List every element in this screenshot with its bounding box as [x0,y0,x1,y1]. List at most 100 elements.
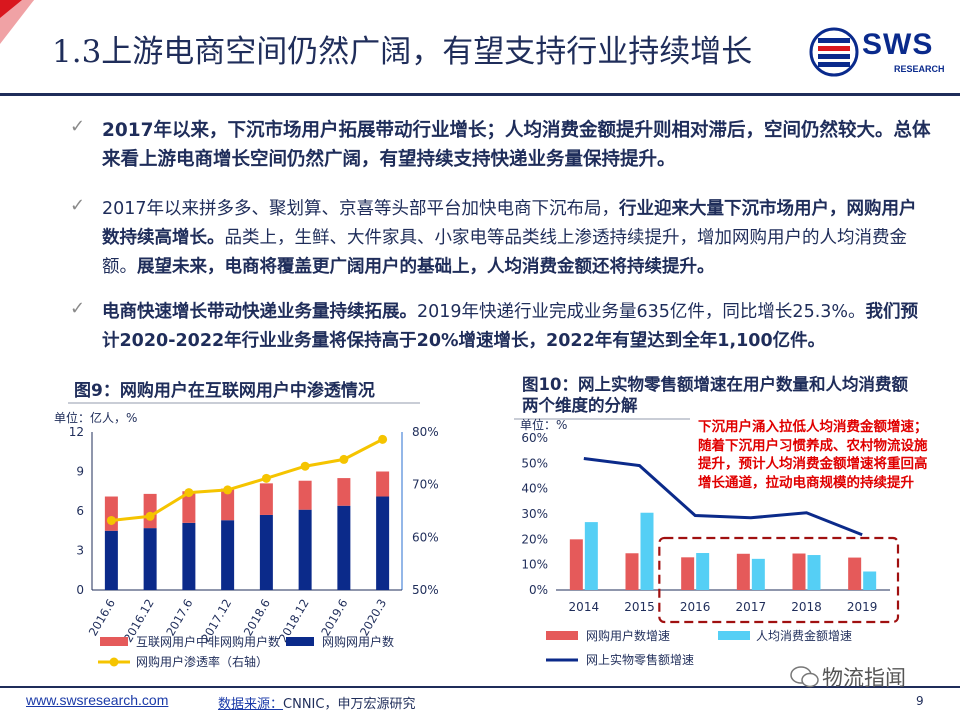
x-tick-label: 2020.3 [357,597,389,639]
x-tick-label: 2014 [569,600,600,614]
bar-user-growth [625,553,639,590]
y-tick-label: 9 [76,465,84,479]
figure10-divider [514,418,690,420]
checkmark-icon: ✓ [70,298,86,319]
x-tick-label: 2018 [791,600,822,614]
bar-net-shopping-users [259,514,273,590]
legend-swatch-non-shopping [100,637,128,646]
bar-user-growth [736,553,750,590]
website-link[interactable]: www.swsresearch.com [26,692,169,708]
y-tick-label: 0% [529,583,548,597]
y-tick-label: 20% [521,532,548,546]
footer-divider [0,686,960,688]
bullet-3-part2: 2019年快递行业完成业务量635亿件，同比增长25.3%。 [417,302,866,322]
x-tick-label: 2017 [736,600,767,614]
bar-net-shopping-users [143,528,157,590]
bar-net-shopping-users [337,505,351,590]
y-tick-label: 10% [521,558,548,572]
point-penetration-rate [378,434,388,444]
bar-non-shopping-users [298,480,312,510]
y-tick-label: 60% [521,431,548,445]
logo-wordmark: SWS [862,28,934,61]
checkmark-icon: ✓ [70,195,86,216]
bar-non-shopping-users [182,491,196,523]
y-tick-label: 30% [521,507,548,521]
y2-tick-label: 80% [412,425,439,439]
bar-per-capita-growth [584,522,598,590]
figure10-title: 图10：网上实物零售额增速在用户数量和人均消费额两个维度的分解 [522,375,908,415]
legend-label-penetration: 网购用户渗透率（右轴） [136,654,268,669]
bar-non-shopping-users [337,478,351,506]
legend-swatch-per-capita-growth [718,631,750,640]
figure10-unit: 单位：% [520,418,568,432]
bullet-2-text: 2017年以来拼多多、聚划算、京喜等头部平台加快电商下沉布局，行业迎来大量下沉市… [102,195,932,282]
bullet-3: ✓ 电商快速增长带动快递业务量持续拓展。2019年快递行业完成业务量635亿件，… [70,298,930,358]
x-tick-label: 2015 [624,600,655,614]
decorative-red-wedge [0,0,34,60]
data-source-label[interactable]: 数据来源： [218,697,284,712]
title-divider [0,93,960,96]
page-title: 1.3上游电商空间仍然广阔，有望支持行业持续增长 [52,34,753,70]
bullet-1-text: 2017年以来，下沉市场用户拓展带动行业增长；人均消费金额提升则相对滞后，空间仍… [102,120,931,170]
bar-net-shopping-users [221,520,235,590]
point-penetration-rate [106,515,116,525]
bar-per-capita-growth [696,553,710,590]
legend-label-online-retail-growth: 网上实物零售额增速 [586,652,694,667]
chart-annotation: 下沉用户涌入拉低人均消费金额增速；随着下沉用户习惯养成、农村物流设施提升，预计人… [698,419,928,491]
y-tick-label: 6 [76,504,84,518]
y2-tick-label: 50% [412,583,439,597]
legend-swatch-net-shopping [286,637,314,646]
bar-net-shopping-users [104,530,118,590]
y-tick-label: 12 [69,425,84,439]
bar-per-capita-growth [751,558,765,590]
y-tick-label: 40% [521,482,548,496]
x-tick-label: 2019 [847,600,878,614]
bar-net-shopping-users [182,522,196,590]
x-tick-label: 2019.6 [318,597,350,639]
watermark-text: 物流指闻 [822,666,906,690]
bar-per-capita-growth [807,555,821,590]
x-tick-label: 2016.6 [86,597,118,639]
point-penetration-rate [223,485,233,495]
wechat-watermark-icon [790,666,819,688]
bar-per-capita-growth [640,512,654,590]
sws-logo: SWS RESEARCH [808,26,948,82]
legend-label-net-shopping: 网购网用户数 [322,634,394,649]
line-penetration-rate [111,438,384,522]
bullet-1: ✓ 2017年以来，下沉市场用户拓展带动行业增长；人均消费金额提升则相对滞后，空… [70,116,931,178]
bullet-2-part1: 2017年以来拼多多、聚划算、京喜等头部平台加快电商下沉布局， [102,199,620,219]
legend-label-non-shopping: 互联网用户中非网购用户数 [136,634,280,649]
point-penetration-rate [184,488,194,498]
line-online-retail-growth [583,457,863,537]
point-penetration-rate [261,473,271,483]
bar-per-capita-growth [863,571,877,590]
logo-subtitle: RESEARCH [894,64,945,74]
bar-user-growth [848,557,862,590]
figure9-divider [68,402,420,404]
point-penetration-rate [300,461,310,471]
bar-user-growth [681,557,695,590]
bullet-2-part4: 展望未来，电商将覆盖更广阔用户的基础上，人均消费金额还将持续提升。 [137,257,715,277]
checkmark-icon: ✓ [70,116,86,137]
data-source: 数据来源：CNNIC，申万宏源研究 [218,693,415,712]
highlight-box [658,536,900,624]
bullet-3-text: 电商快速增长带动快递业务量持续拓展。2019年快递行业完成业务量635亿件，同比… [102,298,932,356]
y-tick-label: 50% [521,456,548,470]
sws-logo-icon [809,27,859,77]
bar-user-growth [792,553,806,590]
bullet-3-part3: 我们预计2020-2022年行业业务量将保持高于20%增速增长，2022年有望达… [102,302,919,351]
y2-tick-label: 70% [412,478,439,492]
x-tick-label: 2017.6 [163,597,195,639]
bullet-2-part2: 行业迎来大量下沉市场用户，网购用户数持续高增长。 [102,199,917,248]
page-number: 9 [916,694,924,708]
data-source-text: CNNIC，申万宏源研究 [283,697,416,712]
legend-swatch-user-growth [546,631,578,640]
bar-net-shopping-users [298,509,312,590]
y-tick-label: 3 [76,544,84,558]
figure9-unit: 单位：亿人，% [54,411,138,425]
y-tick-label: 0 [76,583,84,597]
bullet-2: ✓ 2017年以来拼多多、聚划算、京喜等头部平台加快电商下沉布局，行业迎来大量下… [70,195,930,285]
bar-non-shopping-users [104,496,118,531]
